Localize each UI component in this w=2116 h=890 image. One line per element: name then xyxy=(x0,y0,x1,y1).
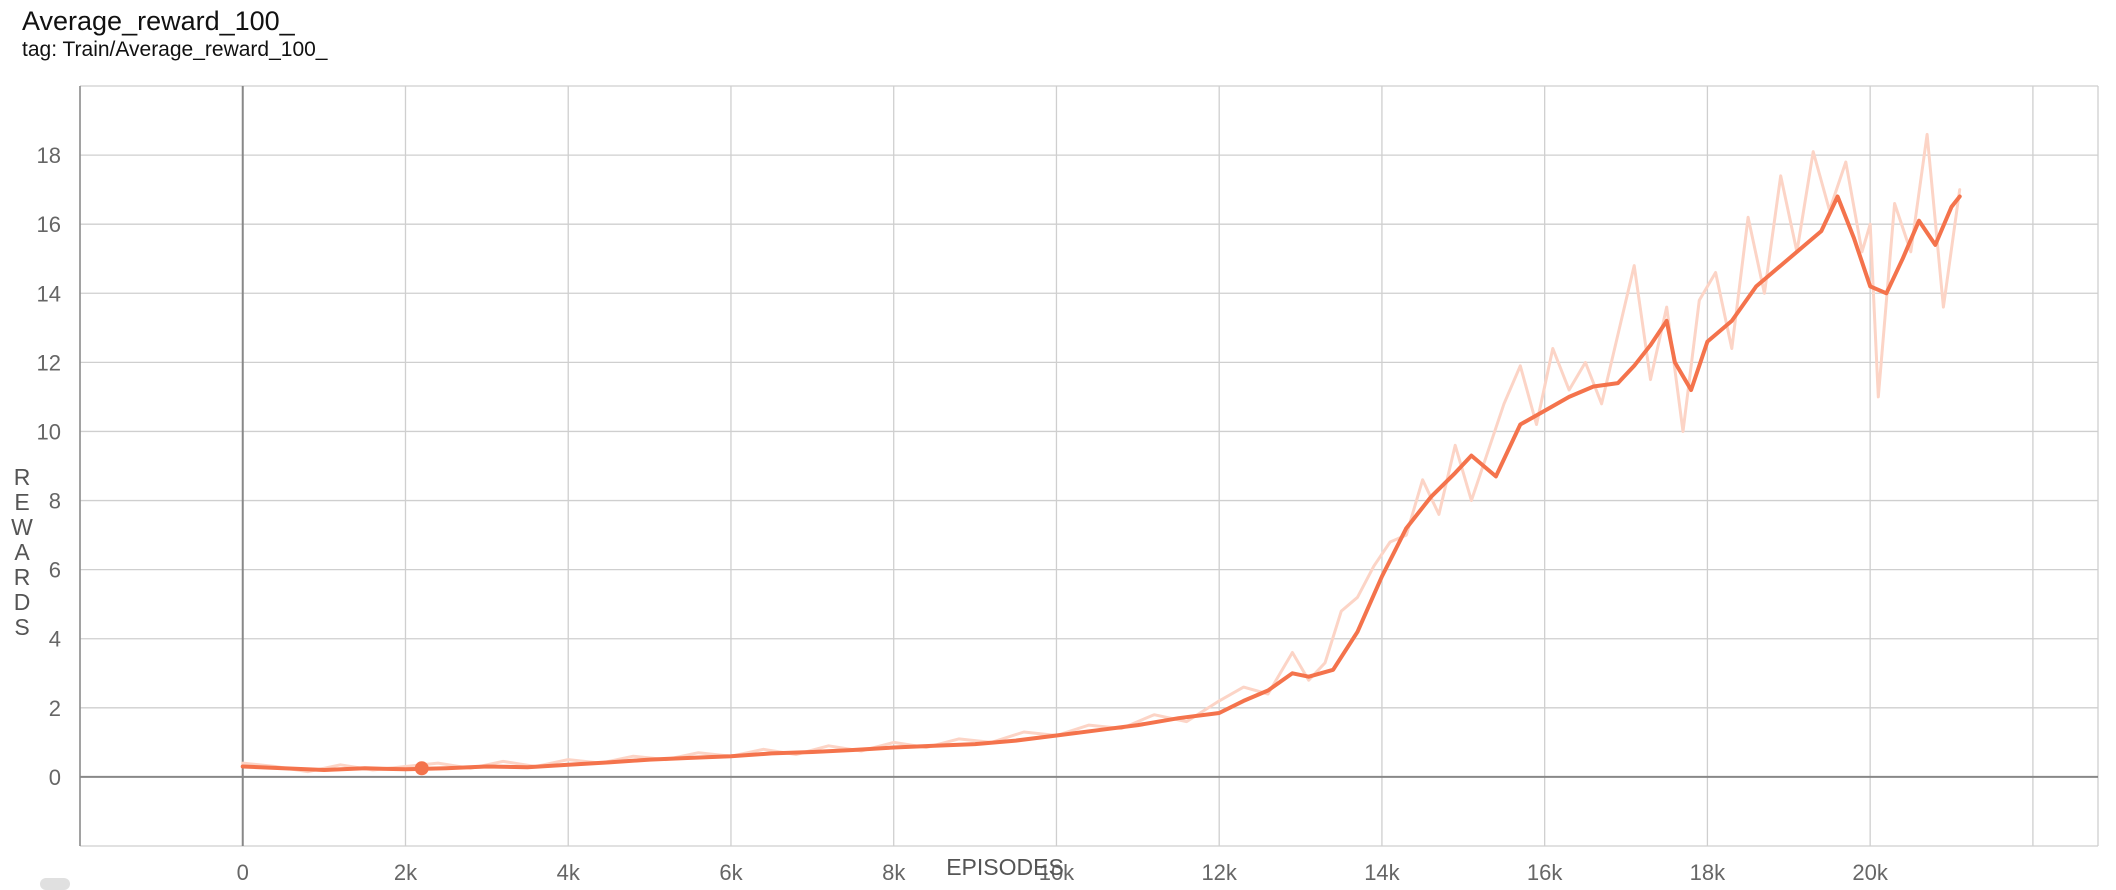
x-tick-label: 2k xyxy=(394,860,418,885)
chart-tag: tag: Train/Average_reward_100_ xyxy=(22,38,328,61)
y-axis-label-letter: W xyxy=(11,514,33,540)
x-tick-label: 20k xyxy=(1852,860,1888,885)
axes xyxy=(79,86,2098,846)
series-layer[interactable] xyxy=(240,132,1962,776)
y-tick-label: 8 xyxy=(49,489,61,514)
y-tick-label: 4 xyxy=(49,627,61,652)
smoothed-series-line xyxy=(240,194,1962,772)
x-tick-label: 14k xyxy=(1364,860,1400,885)
x-tick-label: 8k xyxy=(882,860,906,885)
y-tick-label: 14 xyxy=(37,281,61,306)
x-tick-label: 6k xyxy=(719,860,743,885)
y-tick-label: 12 xyxy=(37,350,61,375)
y-tick-label: 0 xyxy=(49,765,61,790)
x-tick-label: 16k xyxy=(1527,860,1563,885)
x-axis-label: EPISODES xyxy=(946,854,1064,880)
x-tick-label: 18k xyxy=(1690,860,1726,885)
y-axis-label-letter: E xyxy=(14,489,29,515)
tick-labels: 0 2k 4k 6k 8k 10k 12k 14k 16k 18k 20k 0 2 4 6 8 10 12 14 16… xyxy=(37,143,1889,885)
x-tick-label: 0 xyxy=(237,860,249,885)
y-axis-label-letter: R xyxy=(14,464,31,490)
y-tick-label: 10 xyxy=(37,419,61,444)
y-axis-label-letter: S xyxy=(14,614,29,640)
y-tick-label: 2 xyxy=(49,696,61,721)
chart-title: Average_reward_100_ xyxy=(22,6,295,36)
y-axis-label-letter: D xyxy=(14,589,31,615)
y-tick-label: 18 xyxy=(37,143,61,168)
y-axis-label-letter: R xyxy=(14,564,31,590)
hover-point-marker xyxy=(414,761,429,776)
x-tick-label: 12k xyxy=(1201,860,1237,885)
y-axis-label-letter: A xyxy=(14,539,30,565)
fit-domain-icon[interactable] xyxy=(40,878,70,890)
raw-series-line xyxy=(241,132,1962,774)
x-tick-label: 10k xyxy=(1039,860,1075,885)
y-tick-label: 6 xyxy=(49,558,61,583)
x-tick-label: 4k xyxy=(557,860,581,885)
y-tick-label: 16 xyxy=(37,212,61,237)
